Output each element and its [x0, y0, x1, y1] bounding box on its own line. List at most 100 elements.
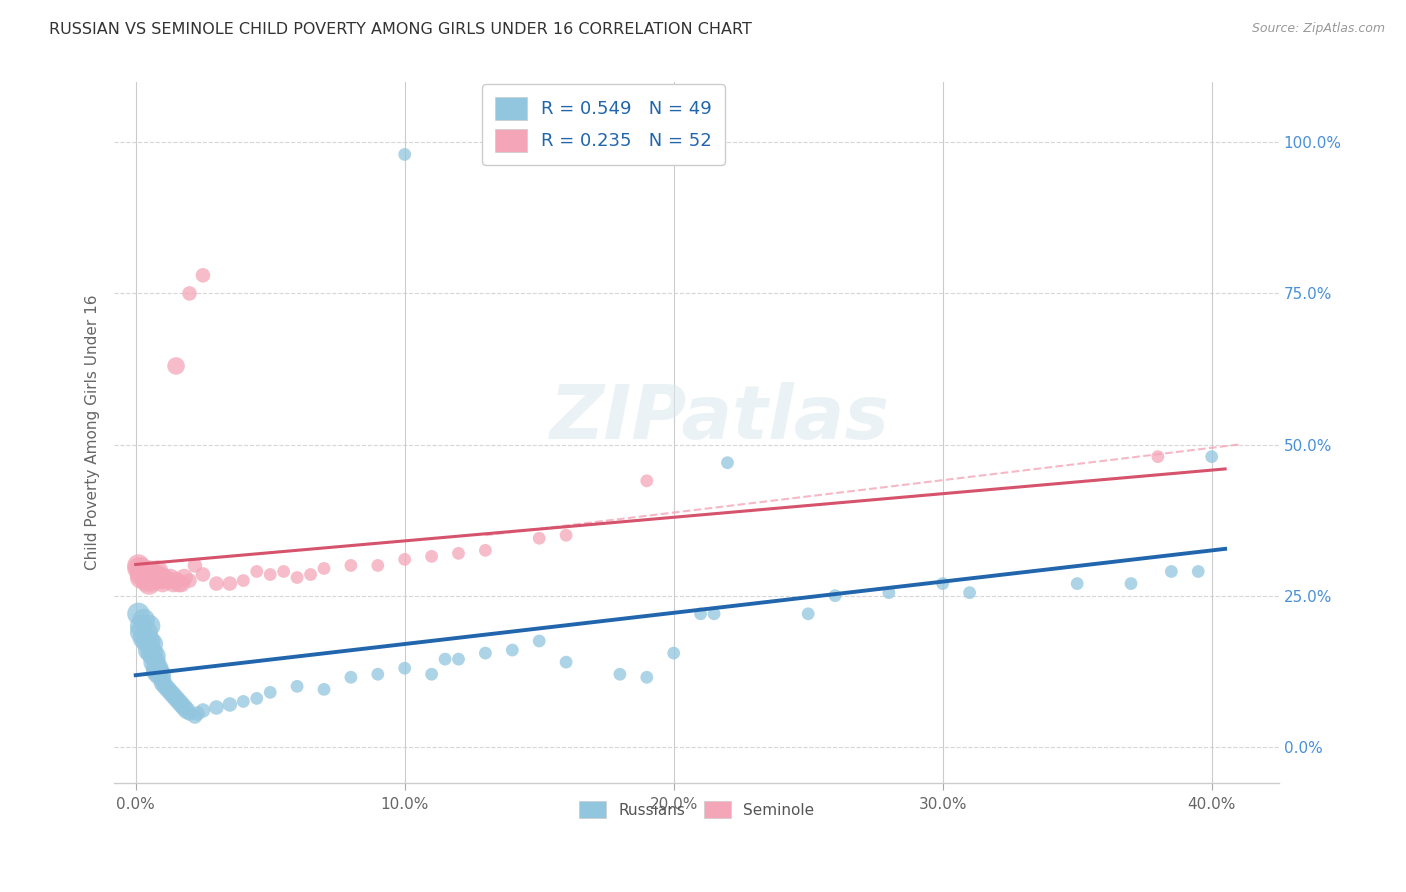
Point [176, 704, 198, 718]
Point [205, 576, 228, 591]
Point [135, 570, 157, 584]
Point [138, 619, 160, 633]
Point [312, 682, 335, 697]
Point [662, 646, 685, 660]
Point [1201, 450, 1223, 464]
Point [152, 673, 174, 688]
Point [312, 561, 335, 575]
Point [246, 565, 269, 579]
Point [434, 652, 457, 666]
Point [138, 643, 160, 657]
Point [527, 634, 550, 648]
Point [149, 570, 172, 584]
Point [141, 574, 163, 588]
Point [165, 574, 187, 588]
Point [159, 570, 181, 584]
Point [152, 676, 174, 690]
Point [218, 576, 240, 591]
Point [165, 359, 187, 373]
Point [179, 574, 201, 588]
Point [703, 607, 725, 621]
Point [191, 567, 214, 582]
Point [394, 661, 416, 675]
Point [129, 619, 152, 633]
Point [246, 691, 269, 706]
Point [824, 589, 846, 603]
Point [474, 543, 496, 558]
Point [232, 694, 254, 708]
Point [1160, 565, 1182, 579]
Point [170, 576, 193, 591]
Point [156, 682, 179, 697]
Point [138, 634, 160, 648]
Point [143, 649, 166, 664]
Y-axis label: Child Poverty Among Girls Under 16: Child Poverty Among Girls Under 16 [86, 294, 100, 570]
Point [636, 670, 658, 684]
Point [187, 706, 209, 721]
Point [285, 679, 308, 693]
Point [138, 570, 160, 584]
Point [129, 561, 152, 575]
Point [184, 558, 207, 573]
Point [143, 567, 166, 582]
Point [232, 574, 254, 588]
Point [132, 567, 155, 582]
Point [129, 567, 152, 582]
Point [170, 698, 193, 712]
Point [149, 667, 172, 681]
Point [132, 565, 155, 579]
Point [135, 624, 157, 639]
Point [127, 558, 149, 573]
Point [447, 652, 470, 666]
Point [797, 607, 820, 621]
Text: Source: ZipAtlas.com: Source: ZipAtlas.com [1251, 22, 1385, 36]
Point [877, 585, 900, 599]
Point [555, 528, 578, 542]
Point [155, 679, 177, 693]
Point [143, 570, 166, 584]
Point [1119, 576, 1142, 591]
Point [184, 709, 207, 723]
Point [127, 607, 149, 621]
Point [135, 634, 157, 648]
Point [138, 565, 160, 579]
Point [273, 565, 295, 579]
Point [259, 567, 281, 582]
Point [1066, 576, 1088, 591]
Point [167, 576, 190, 591]
Point [716, 456, 738, 470]
Point [527, 531, 550, 545]
Point [129, 624, 152, 639]
Point [394, 552, 416, 566]
Point [959, 585, 981, 599]
Point [1147, 450, 1170, 464]
Point [162, 576, 184, 591]
Point [141, 646, 163, 660]
Point [167, 694, 190, 708]
Point [367, 558, 389, 573]
Point [129, 570, 152, 584]
Point [141, 637, 163, 651]
Point [143, 655, 166, 669]
Point [173, 700, 195, 714]
Point [141, 567, 163, 582]
Point [420, 667, 443, 681]
Point [447, 546, 470, 560]
Point [162, 689, 184, 703]
Point [299, 567, 322, 582]
Point [146, 565, 169, 579]
Point [165, 691, 187, 706]
Point [179, 706, 201, 721]
Point [138, 576, 160, 591]
Point [555, 655, 578, 669]
Point [474, 646, 496, 660]
Text: ZIPatlas: ZIPatlas [550, 382, 890, 455]
Point [420, 549, 443, 564]
Point [636, 474, 658, 488]
Point [501, 643, 523, 657]
Point [146, 570, 169, 584]
Point [609, 667, 631, 681]
Point [146, 661, 169, 675]
Point [205, 700, 228, 714]
Point [132, 613, 155, 627]
